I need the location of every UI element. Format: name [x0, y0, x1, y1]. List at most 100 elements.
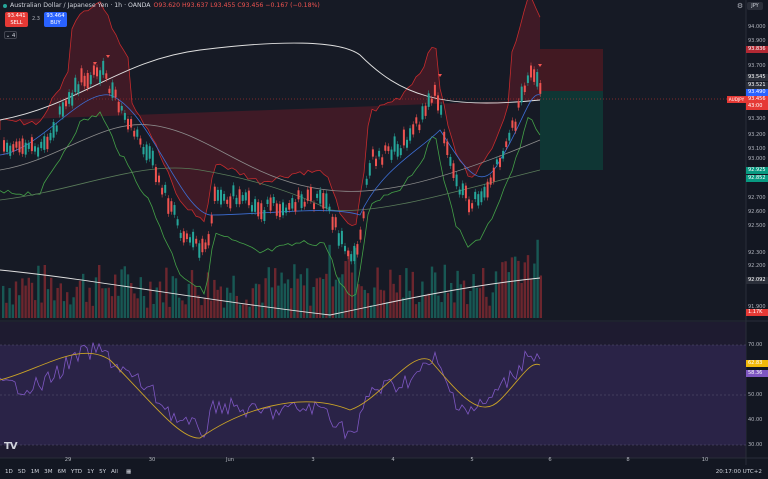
timeframe-1y[interactable]: 1Y — [87, 469, 95, 475]
volume-bar — [27, 277, 30, 318]
volume-bar — [309, 305, 312, 318]
sell-price: 93.441 — [7, 13, 26, 19]
candle-body — [226, 199, 229, 204]
candle-body — [127, 118, 129, 130]
gear-icon[interactable]: ⚙ — [736, 2, 744, 10]
upper-band — [0, 0, 541, 227]
volume-bar — [94, 277, 98, 318]
volume-bar — [277, 285, 280, 318]
envelope-upper — [0, 42, 541, 121]
volume-bar — [530, 279, 533, 318]
volume-bar — [50, 277, 53, 318]
volume-bar — [373, 287, 376, 318]
candle-body — [24, 142, 27, 155]
candle-body — [340, 230, 343, 245]
candle-body — [229, 196, 232, 209]
candle-body — [108, 88, 111, 94]
candle-body — [223, 193, 226, 201]
price-badge: 93.521 — [746, 82, 768, 89]
timeframe-6m[interactable]: 6M — [57, 469, 66, 475]
candle-body — [148, 146, 151, 159]
rsi-badge: 62.83 — [746, 360, 768, 367]
candle-body — [161, 187, 164, 195]
candle-body — [43, 136, 46, 150]
timeframe-1m[interactable]: 1M — [30, 469, 40, 475]
timeframe-all[interactable]: All — [111, 469, 118, 475]
volume-bar — [56, 287, 59, 318]
volume-bar — [533, 263, 536, 318]
calendar-icon[interactable]: ▦ — [125, 469, 132, 475]
rsi-signal-line — [0, 352, 541, 439]
volume-bar — [82, 273, 85, 318]
indicators-collapse-button[interactable]: ⌄ 4 — [4, 31, 17, 39]
timeframe-1d[interactable]: 1D — [5, 469, 13, 475]
clock: 20:17:00 UTC+2 — [715, 469, 762, 475]
candle-body — [418, 124, 421, 131]
candle-body — [55, 125, 58, 132]
symbol-legend: Australian Dollar / Japanese Yen · 1h · … — [3, 2, 320, 9]
volume-bar — [107, 287, 110, 318]
volume-bar — [53, 300, 56, 318]
sell-button[interactable]: 93.441 SELL — [5, 12, 28, 27]
volume-bar — [366, 293, 370, 318]
volume-bar — [187, 283, 190, 318]
volume-bar — [14, 281, 18, 318]
volume-bar — [8, 288, 11, 318]
candle-body — [505, 141, 508, 147]
price-axis-label: 92.700 — [748, 195, 766, 201]
market-status-icon — [3, 3, 7, 8]
candle-body — [303, 201, 306, 207]
candle-body — [362, 211, 365, 219]
envelope-lower — [0, 269, 541, 316]
candle-body — [195, 238, 198, 244]
timeframe-ytd[interactable]: YTD — [70, 469, 83, 475]
tradingview-logo-icon[interactable]: TV — [4, 441, 18, 452]
volume-bar — [430, 266, 434, 318]
candle-body — [322, 193, 325, 209]
volume-bar — [376, 267, 379, 318]
candle-body — [511, 120, 514, 128]
price-axis-label: 93.000 — [748, 156, 766, 162]
candle-body — [139, 138, 142, 145]
take-profit-zone — [540, 91, 603, 170]
candle-body — [151, 150, 154, 166]
candle-body — [446, 141, 449, 156]
candle-body — [437, 95, 439, 111]
timeframe-5d[interactable]: 5D — [17, 469, 26, 475]
volume-bar — [75, 286, 78, 318]
volume-bar — [437, 295, 440, 318]
candle-body — [80, 68, 83, 83]
timeframe-3m[interactable]: 3M — [44, 469, 53, 475]
volume-bar — [286, 279, 290, 318]
candle-body — [58, 106, 61, 115]
candle-body — [117, 101, 120, 113]
signal-marker — [438, 74, 442, 77]
volume-bar — [248, 306, 251, 318]
volume-bar — [21, 278, 24, 318]
volume-bar — [382, 290, 386, 318]
price-badge: 92.092 — [746, 277, 768, 284]
volume-bar — [34, 300, 37, 318]
buy-button[interactable]: 93.464 BUY — [43, 12, 67, 27]
timeframe-5y[interactable]: 5Y — [99, 469, 107, 475]
volume-bar — [139, 277, 142, 318]
volume-bar — [178, 297, 181, 318]
volume-bar — [24, 285, 27, 318]
candle-body — [77, 84, 80, 94]
volume-bar — [40, 302, 43, 318]
symbol-title[interactable]: Australian Dollar / Japanese Yen · 1h · … — [10, 2, 151, 9]
candle-body — [179, 232, 182, 238]
time-axis-label: 30 — [148, 457, 156, 463]
candle-body — [353, 245, 356, 262]
currency-button[interactable]: JPY — [747, 2, 763, 10]
candle-body — [316, 193, 319, 198]
volume-bar — [184, 304, 187, 318]
candle-body — [238, 189, 241, 205]
candle-body — [381, 157, 384, 165]
candle-body — [185, 233, 188, 240]
candle-body — [136, 129, 139, 137]
candle-body — [402, 129, 405, 146]
candle-body — [130, 119, 133, 128]
candle-body — [12, 144, 15, 152]
